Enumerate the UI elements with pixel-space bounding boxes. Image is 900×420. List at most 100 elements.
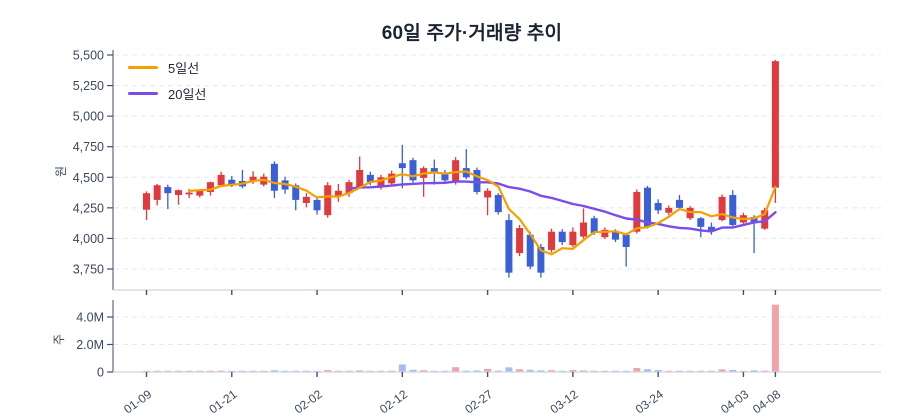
volume-bar — [729, 369, 737, 372]
candle-body — [601, 229, 609, 238]
volume-bar — [590, 370, 598, 372]
volume-bar — [388, 370, 396, 372]
volume-bar — [633, 368, 641, 372]
volume-bar — [718, 369, 726, 372]
volume-bar — [270, 370, 278, 372]
volume-bar — [675, 370, 683, 372]
candle-body — [313, 199, 321, 211]
candle-body — [441, 173, 449, 181]
candle-body — [302, 196, 310, 203]
legend-item-ma5: 5일선 — [128, 54, 206, 80]
candle-body — [654, 202, 662, 211]
volume-bar — [526, 369, 534, 372]
volume-bar — [356, 370, 364, 372]
date-tick-label: 04-03 — [718, 387, 751, 417]
volume-bar — [473, 370, 481, 372]
legend: 5일선 20일선 — [128, 54, 206, 106]
candle-body — [729, 195, 737, 225]
volume-bar — [409, 369, 417, 372]
candle-body — [356, 169, 364, 188]
candle-body — [153, 185, 161, 200]
candle-body — [196, 190, 204, 196]
candle-body — [580, 222, 588, 237]
volume-bar — [771, 304, 779, 372]
legend-label-ma5: 5일선 — [168, 60, 200, 76]
candle-body — [707, 226, 715, 232]
volume-bar — [537, 370, 545, 372]
date-tick-label: 02-02 — [292, 387, 325, 417]
candle-body — [558, 231, 566, 243]
date-tick-label: 01-21 — [206, 387, 239, 417]
volume-tick-label: 0 — [97, 366, 104, 380]
volume-bar — [217, 370, 225, 372]
candle-body — [548, 231, 556, 251]
candle-body — [622, 234, 630, 247]
candle-body — [665, 207, 673, 213]
ma5-line — [188, 170, 777, 256]
volume-bar — [761, 370, 769, 372]
volume-bar — [654, 370, 662, 372]
ma5-line-swatch — [128, 65, 158, 69]
candle-body — [366, 174, 374, 183]
volume-bar — [569, 369, 577, 372]
candle-body — [697, 218, 705, 227]
volume-bar — [505, 367, 513, 372]
volume-bar — [420, 370, 428, 372]
candle-body — [643, 187, 651, 227]
price-tick-label: 4,250 — [73, 201, 104, 215]
price-tick-label: 5,250 — [73, 79, 104, 93]
legend-item-ma20: 20일선 — [128, 80, 206, 106]
volume-bar — [398, 364, 406, 372]
ma20-line — [347, 180, 777, 233]
date-tick-label: 02-12 — [377, 387, 410, 417]
volume-bar — [580, 370, 588, 372]
candle-body — [590, 218, 598, 233]
volume-tick-label: 4.0M — [76, 311, 104, 325]
volume-bar — [643, 369, 651, 372]
candle-body — [143, 193, 150, 210]
candle-body — [377, 177, 385, 187]
volume-bar — [462, 370, 470, 372]
candle-body — [473, 169, 481, 192]
candle-body — [569, 231, 577, 246]
ma20-line-swatch — [128, 91, 158, 95]
candle-body — [324, 185, 332, 216]
volume-bar — [324, 370, 332, 372]
volume-bar — [494, 370, 502, 372]
candle-body — [526, 234, 534, 267]
candle-body — [334, 190, 342, 196]
candle-body — [206, 182, 214, 192]
candle-body — [537, 246, 545, 273]
candle-body — [462, 168, 470, 178]
candle-body — [633, 191, 641, 232]
price-tick-label: 5,000 — [73, 110, 104, 124]
volume-bar — [452, 367, 460, 372]
volume-bar — [750, 370, 758, 372]
price-tick-label: 3,750 — [73, 263, 104, 277]
price-tick-label: 5,500 — [73, 49, 104, 63]
candle-body — [164, 187, 172, 194]
candle-body — [249, 176, 257, 182]
candle-body — [270, 163, 278, 191]
candle-body — [750, 217, 758, 224]
price-tick-label: 4,000 — [73, 232, 104, 246]
candle-body — [398, 163, 406, 169]
candle-body — [771, 61, 779, 188]
candle-body — [494, 195, 502, 213]
candle-body — [217, 174, 225, 186]
candle-body — [388, 173, 396, 184]
price-tick-label: 4,500 — [73, 171, 104, 185]
candle-body — [484, 190, 492, 198]
candle-body — [174, 190, 182, 196]
candle-body — [612, 231, 620, 240]
candle-body — [430, 168, 438, 172]
date-tick-label: 03-12 — [548, 387, 581, 417]
candle-body — [292, 185, 300, 200]
volume-bar — [516, 369, 524, 372]
legend-label-ma20: 20일선 — [168, 86, 207, 102]
candle-body — [409, 160, 417, 181]
volume-bar — [548, 370, 556, 372]
volume-axis-unit-label: 주 — [52, 333, 67, 346]
